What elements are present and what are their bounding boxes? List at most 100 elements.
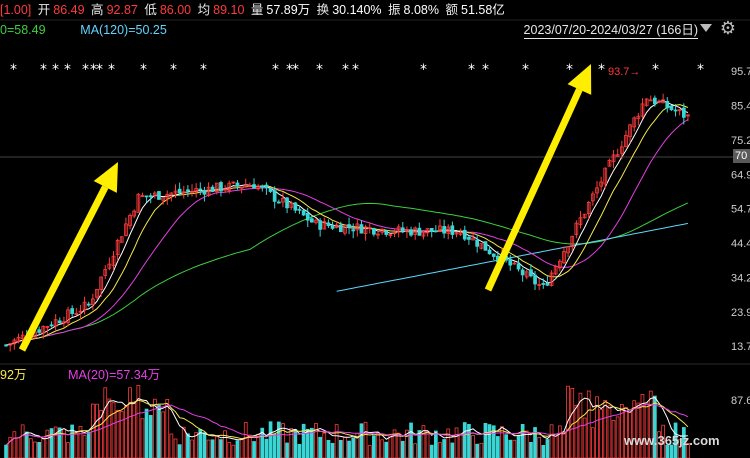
candle-body	[309, 218, 314, 223]
candle-body	[272, 190, 277, 202]
volume-bar	[644, 402, 649, 458]
candle-body	[235, 182, 240, 187]
y-tick-label: 44.4	[731, 238, 750, 250]
low-label: 低	[144, 3, 157, 17]
volume-bar	[367, 445, 372, 458]
candle-body	[653, 97, 657, 105]
candle-body	[202, 189, 207, 195]
candle-body	[545, 282, 550, 286]
volume-bar	[661, 424, 666, 458]
volume-bar	[272, 433, 277, 458]
current-price-tag: 70	[733, 149, 750, 163]
candle-body	[45, 326, 50, 328]
candle-body	[276, 201, 281, 204]
candle-body	[405, 229, 409, 232]
volume-bar	[599, 409, 604, 458]
candle-body	[194, 188, 198, 193]
volume-bar	[409, 422, 413, 458]
candle-body	[677, 109, 682, 112]
volume-bar	[611, 420, 616, 458]
volume-bar	[12, 431, 17, 458]
y-tick-label: 34.2	[731, 272, 750, 284]
volume-bar	[4, 444, 8, 458]
candle-body	[165, 194, 170, 199]
volume-bar	[446, 428, 451, 458]
candle-body	[549, 272, 554, 286]
volume-bar	[260, 427, 265, 458]
volume-bar	[252, 441, 256, 458]
candle-body	[570, 235, 575, 248]
volume-bar	[648, 390, 653, 458]
volume-bar	[471, 434, 475, 458]
candle-body	[371, 228, 376, 235]
open-value: 86.49	[53, 3, 85, 17]
volume-ma5-line	[5, 396, 688, 446]
gear-icon[interactable]: ⚙	[719, 18, 736, 38]
candle-body	[636, 115, 641, 120]
volume-bar	[132, 401, 136, 458]
candle-body	[124, 223, 128, 236]
volume-bar	[438, 442, 442, 458]
candle-body	[62, 321, 66, 324]
candle-body	[644, 98, 649, 106]
watermark: www.365jz.com	[624, 433, 720, 448]
volume-bar	[74, 433, 79, 458]
volume-bar	[338, 439, 343, 458]
volume-bar	[157, 404, 161, 458]
volume-bar	[235, 440, 240, 458]
candle-body	[603, 167, 608, 185]
volume-bar	[549, 424, 554, 458]
candle-body	[78, 310, 83, 313]
volume-bar	[20, 424, 25, 458]
volume-bar	[475, 443, 480, 458]
volume-bar	[487, 424, 492, 458]
candle-body	[82, 301, 87, 311]
star-marker: *	[200, 62, 207, 78]
volume-bar	[214, 436, 219, 458]
candle-body	[417, 227, 422, 236]
candle-body	[334, 224, 339, 229]
volume-bar	[144, 408, 149, 458]
volume-bar	[140, 418, 145, 458]
volume-bar	[351, 437, 356, 458]
star-marker: *	[272, 62, 279, 78]
candle-body	[318, 220, 323, 230]
star-marker: *	[342, 62, 349, 78]
candle-body	[206, 186, 211, 196]
volume-bar	[8, 437, 13, 458]
volume-bar	[247, 434, 252, 458]
volume-bar	[376, 432, 380, 458]
candle-body	[305, 212, 310, 221]
volume-bar	[53, 426, 58, 458]
candle-body	[115, 239, 120, 256]
candle-body	[322, 221, 327, 230]
candle-body	[107, 263, 112, 269]
candle-body	[111, 255, 116, 266]
ma60-line	[6, 202, 689, 346]
candle-body	[433, 230, 438, 233]
volume-bar	[673, 422, 678, 458]
volume-bar	[558, 425, 562, 458]
volume-bar	[425, 430, 430, 458]
date-range-selector[interactable]: 2023/07/20-2024/03/27 (166日)	[523, 23, 698, 39]
candle-body	[479, 243, 484, 249]
volume-bar	[186, 433, 190, 458]
volume-bar	[314, 423, 318, 458]
volume-bar	[285, 442, 289, 458]
candle-body	[628, 124, 632, 138]
candle-body	[376, 233, 380, 236]
volume-bar	[504, 434, 509, 458]
volume-bar	[603, 399, 608, 458]
trend-arrow-right	[484, 64, 592, 292]
volume-bar	[227, 441, 232, 458]
volume-ma10-line	[5, 399, 689, 446]
candle-body	[458, 231, 463, 235]
volume-bar	[483, 422, 488, 458]
volume-bar	[210, 439, 215, 458]
candle-body	[425, 228, 430, 234]
star-marker: *	[598, 62, 605, 78]
volume-bar	[371, 435, 376, 458]
chevron-down-icon[interactable]	[700, 24, 712, 32]
candle-body	[4, 344, 8, 347]
